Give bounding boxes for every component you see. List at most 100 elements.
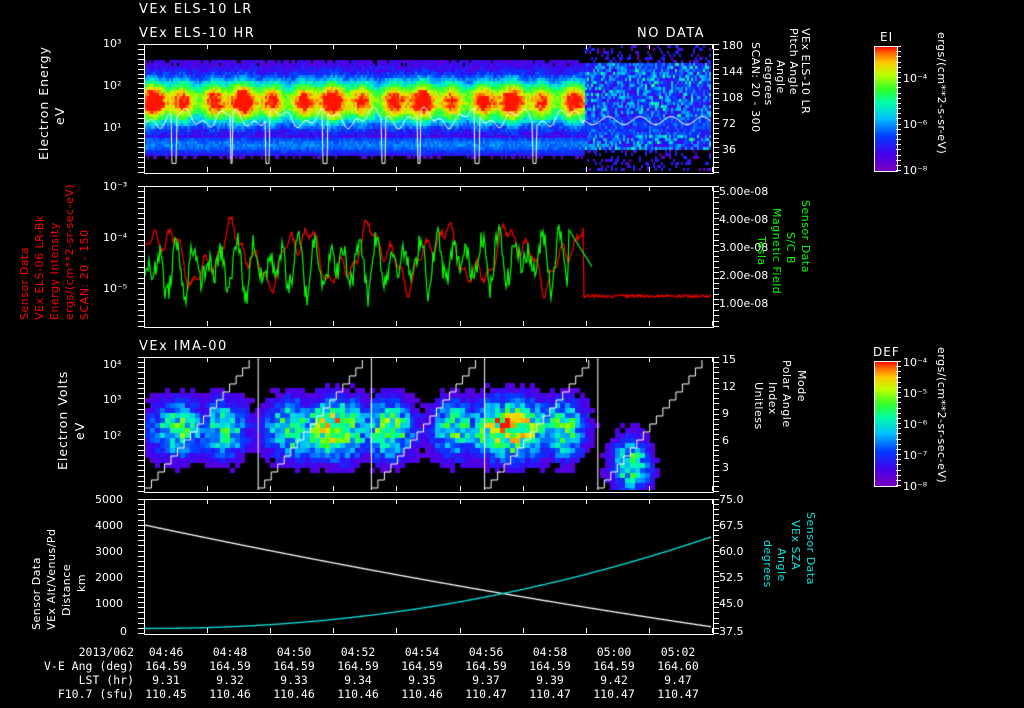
axis-tick — [713, 476, 719, 477]
axis-tick — [460, 499, 461, 504]
axis-tick — [138, 633, 144, 634]
table-cell: 164.59 — [273, 659, 315, 673]
axis-tick — [138, 229, 144, 230]
axis-tick — [138, 245, 144, 246]
axis-tick — [138, 525, 144, 526]
axis-tick — [333, 44, 334, 49]
axis-tick — [713, 261, 719, 262]
axis-tick — [138, 455, 144, 456]
axis-tick — [713, 310, 719, 311]
table-cell: 05:02 — [660, 645, 696, 659]
axis-tick — [138, 152, 144, 153]
axis-tick — [138, 398, 144, 399]
colorbar1-unit: ergs/(cm**2-s-sr-eV) — [935, 32, 948, 155]
panel3-y2tick-1: 12 — [722, 380, 736, 393]
table-cell: 04:56 — [468, 645, 504, 659]
panel3-plot-area[interactable] — [144, 357, 714, 493]
axis-tick — [138, 470, 144, 471]
axis-tick — [713, 315, 719, 316]
panel2-y2tick-0: 5.00e-08 — [719, 185, 769, 198]
axis-tick — [523, 499, 524, 504]
axis-tick — [333, 486, 334, 491]
panel3-ytick-1: 10³ — [103, 393, 122, 406]
axis-tick — [713, 509, 719, 510]
panel2-y-label-2: VEx ELS-06 LR-Bk — [33, 215, 46, 320]
panel4-plot-area[interactable] — [144, 499, 714, 635]
table-cell: 110.46 — [337, 687, 379, 701]
axis-tick — [586, 321, 587, 326]
axis-tick — [713, 191, 719, 192]
axis-tick — [713, 419, 719, 420]
table-cell: 164.59 — [145, 659, 187, 673]
axis-tick — [333, 167, 334, 172]
panel2-plot-area[interactable] — [144, 186, 714, 328]
axis-tick — [138, 326, 144, 327]
axis-tick — [138, 113, 144, 114]
axis-tick — [138, 191, 144, 192]
axis-tick — [138, 556, 144, 557]
axis-tick — [138, 261, 144, 262]
axis-tick — [712, 499, 713, 504]
axis-tick — [649, 486, 650, 491]
axis-tick — [713, 450, 719, 451]
axis-tick — [138, 224, 144, 225]
axis-tick — [138, 414, 144, 415]
axis-tick — [138, 93, 144, 94]
axis-tick — [138, 439, 144, 440]
axis-tick — [138, 465, 144, 466]
axis-tick — [207, 357, 208, 362]
table-cell: 9.37 — [472, 673, 500, 687]
table-cell: 04:50 — [276, 645, 312, 659]
axis-tick — [138, 491, 144, 492]
panel4-y2tick-3: 52.5 — [719, 571, 744, 584]
axis-tick — [713, 602, 719, 603]
panel2-y2-label-3: Magnetic Field — [770, 208, 783, 295]
panel3-ytick-0: 10⁴ — [103, 358, 122, 371]
panel4-ytick-5: 0 — [120, 625, 127, 638]
axis-tick — [713, 267, 719, 268]
axis-tick — [713, 272, 719, 273]
axis-tick — [138, 530, 144, 531]
panel4-y2tick-5: 37.5 — [719, 625, 744, 638]
axis-tick — [713, 54, 719, 55]
axis-tick — [896, 149, 901, 150]
axis-tick — [896, 470, 901, 471]
table-cell: 9.47 — [664, 673, 692, 687]
axis-tick — [333, 499, 334, 504]
axis-tick — [270, 628, 271, 633]
axis-tick — [270, 321, 271, 326]
axis-tick — [138, 74, 144, 75]
axis-tick — [713, 499, 719, 500]
axis-tick — [713, 378, 719, 379]
axis-tick — [138, 138, 144, 139]
table-cell: 9.35 — [408, 673, 436, 687]
axis-tick — [138, 83, 144, 84]
axis-tick — [207, 186, 208, 191]
axis-tick — [896, 139, 901, 140]
axis-tick — [713, 208, 719, 209]
axis-tick — [713, 597, 719, 598]
axis-tick — [896, 397, 901, 398]
axis-tick — [713, 486, 719, 487]
axis-tick — [713, 481, 719, 482]
panel1-plot-area[interactable] — [144, 44, 714, 174]
axis-tick — [713, 530, 719, 531]
axis-tick — [270, 186, 271, 191]
axis-tick — [138, 581, 144, 582]
axis-tick — [713, 491, 719, 492]
panel4-ytick-0: 5000 — [95, 493, 123, 506]
axis-tick — [138, 69, 144, 70]
axis-tick — [896, 155, 901, 156]
axis-tick — [270, 167, 271, 172]
panel1-y2tick-3: 72 — [722, 117, 736, 130]
axis-tick — [713, 607, 719, 608]
axis-tick — [896, 108, 901, 109]
axis-tick — [138, 294, 144, 295]
axis-tick — [270, 499, 271, 504]
axis-tick — [896, 439, 901, 440]
panel4-y-label-2: VEx Alt/Venus/Pd — [45, 528, 58, 630]
panel4-y2tick-4: 45.0 — [719, 597, 744, 610]
axis-tick — [713, 326, 719, 327]
axis-tick — [586, 167, 587, 172]
axis-tick — [713, 566, 719, 567]
